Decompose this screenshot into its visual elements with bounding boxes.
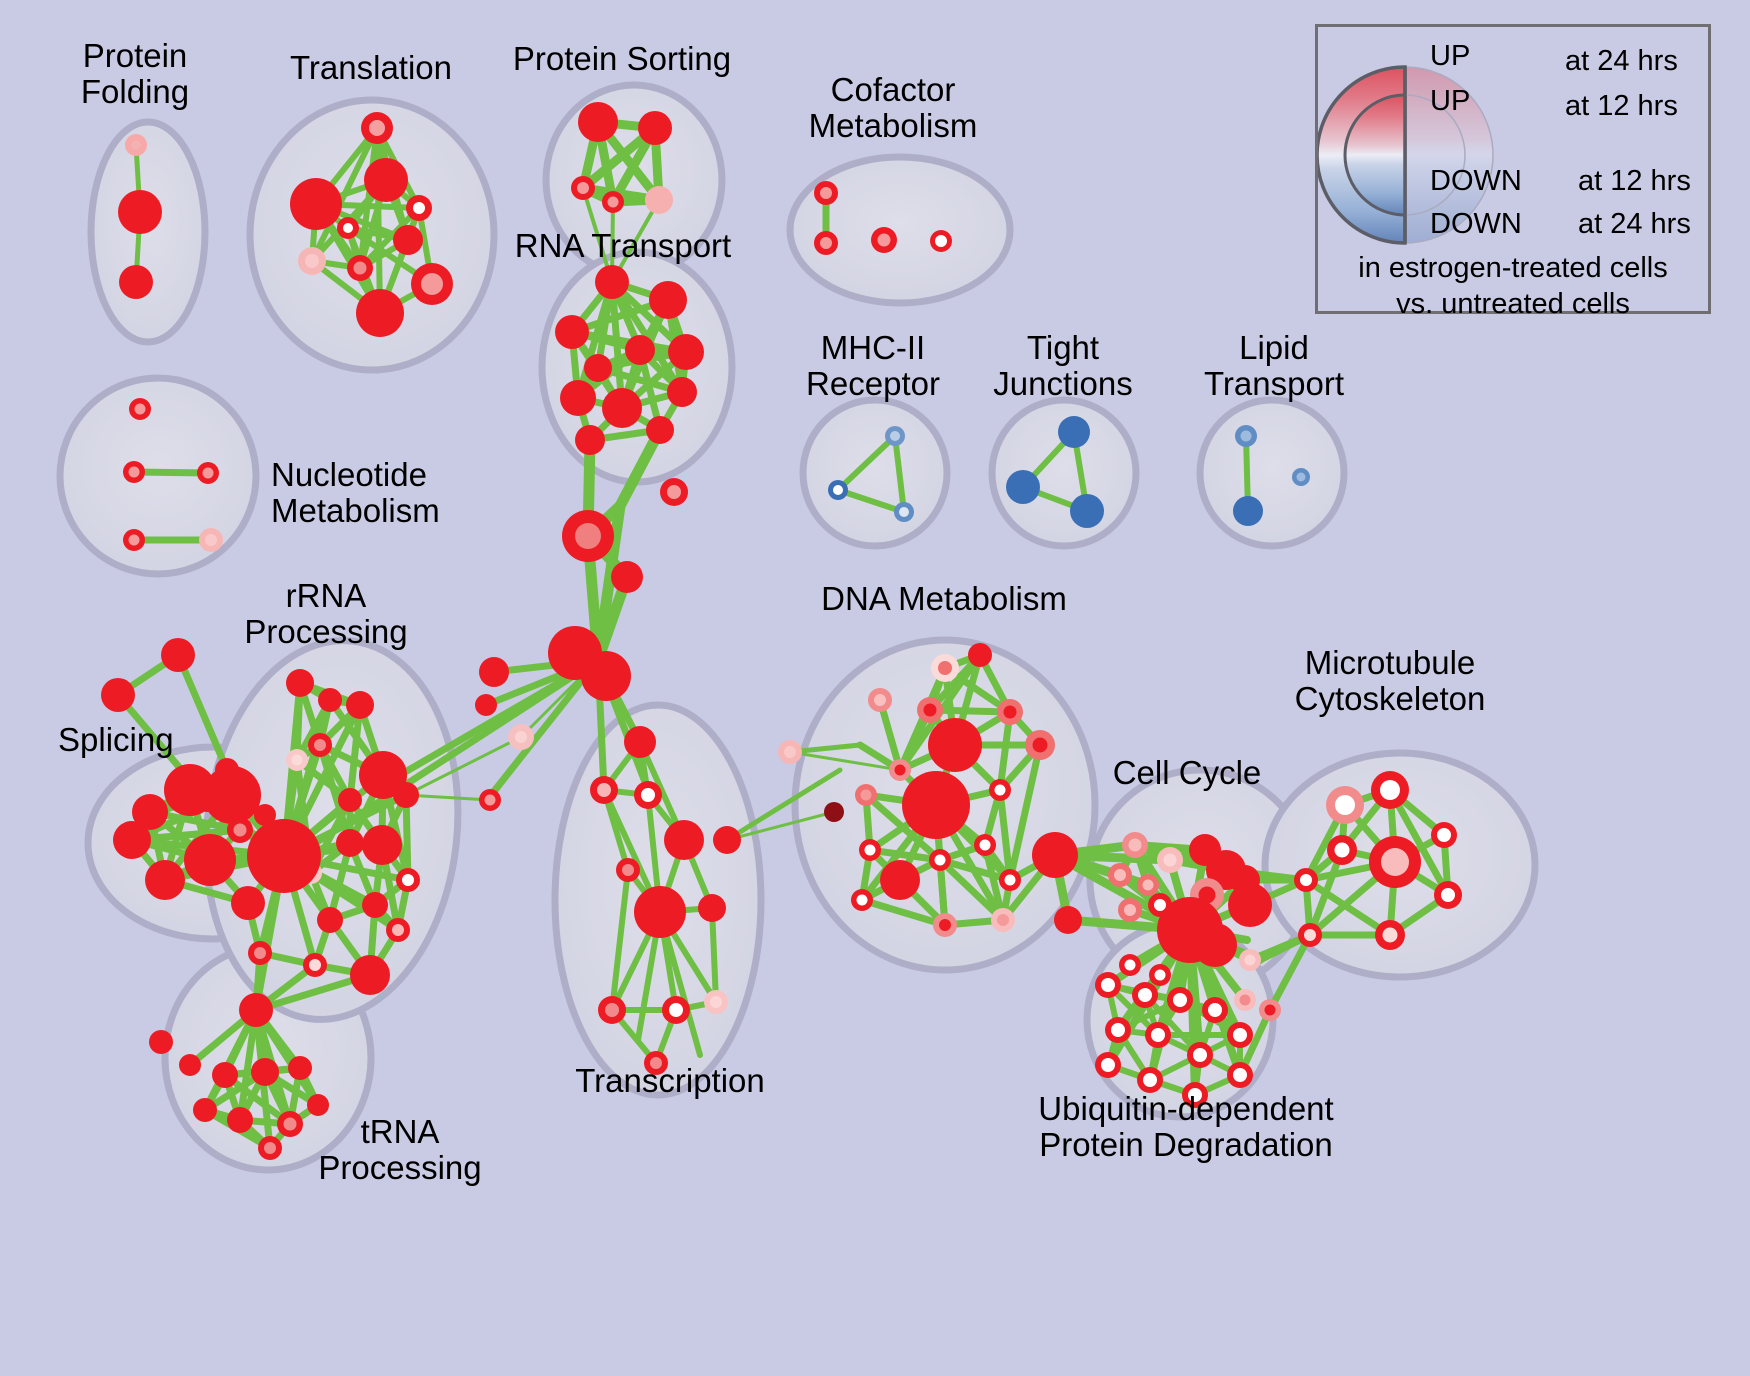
network-nodes bbox=[101, 102, 1462, 1160]
cluster-label-ubiquitin-degradation: Ubiquitin-dependent Protein Degradation bbox=[1038, 1090, 1334, 1163]
cluster-label-lipid-transport: Lipid Transport bbox=[1204, 329, 1344, 402]
cluster-label-rna-transport: RNA Transport bbox=[514, 227, 732, 264]
cluster-label-dna-metabolism: DNA Metabolism bbox=[821, 580, 1067, 617]
cluster-label-splicing: Splicing bbox=[58, 721, 174, 758]
blob-nucleotide bbox=[56, 374, 260, 578]
node-group-nucleotide bbox=[123, 398, 223, 552]
node-group-cofactor bbox=[814, 181, 952, 255]
cluster-label-trna-processing: tRNA Processing bbox=[318, 1113, 482, 1186]
legend-time-up24: at 24 hrs bbox=[1565, 45, 1678, 77]
legend-time-down24: at 24 hrs bbox=[1578, 208, 1691, 240]
blob-lipid bbox=[1196, 396, 1348, 550]
legend-time-up12: at 12 hrs bbox=[1565, 90, 1678, 122]
node-group-microtubule bbox=[1294, 771, 1462, 950]
node-group-ubiquitin bbox=[1095, 972, 1253, 1108]
cluster-label-transcription: Transcription bbox=[575, 1062, 765, 1099]
cluster-label-microtubule-cytoskeleton: Microtubule Cytoskeleton bbox=[1294, 644, 1486, 717]
node-group-mhc bbox=[828, 426, 914, 522]
node-group-lipid bbox=[1233, 425, 1310, 526]
node-group-dna bbox=[778, 643, 1082, 937]
node-group-splicing bbox=[101, 638, 276, 1054]
cluster-label-nucleotide-metabolism: Nucleotide Metabolism bbox=[271, 456, 440, 529]
node-group-spine bbox=[475, 478, 688, 811]
blob-cofactor bbox=[786, 153, 1014, 307]
cluster-label-mhc-ii-receptor: MHC-II Receptor bbox=[806, 329, 940, 402]
node-group-protein-folding bbox=[118, 134, 162, 299]
legend-time-down12: at 12 hrs bbox=[1578, 165, 1691, 197]
legend-state-down12: DOWN bbox=[1430, 165, 1522, 197]
legend-state-up12: UP bbox=[1430, 85, 1471, 117]
node-group-rrna bbox=[239, 669, 420, 1027]
cluster-label-cell-cycle: Cell Cycle bbox=[1112, 754, 1262, 791]
cluster-label-rrna-processing: rRNA Processing bbox=[244, 577, 408, 650]
cluster-label-cofactor-metabolism: Cofactor Metabolism bbox=[808, 71, 978, 144]
legend-caption-line2: vs. untreated cells bbox=[1396, 288, 1630, 320]
cluster-label-tight-junctions: Tight Junctions bbox=[993, 329, 1133, 402]
legend-caption-line1: in estrogen-treated cells bbox=[1358, 252, 1668, 284]
node-group-transcription bbox=[590, 726, 741, 1075]
legend-node-glyph bbox=[1315, 65, 1494, 245]
cluster-label-protein-sorting: Protein Sorting bbox=[512, 40, 732, 77]
blob-mhc bbox=[799, 396, 951, 550]
legend-state-down24: DOWN bbox=[1430, 208, 1522, 240]
node-group-tight bbox=[1006, 416, 1104, 528]
node-group-rna-transport bbox=[555, 265, 704, 455]
legend-box bbox=[1315, 24, 1711, 314]
legend-state-up24: UP bbox=[1430, 40, 1471, 72]
cluster-label-translation: Translation bbox=[289, 49, 453, 86]
node-group-cell-cycle bbox=[1108, 832, 1281, 1021]
node-group-trna bbox=[179, 1054, 329, 1160]
node-group-translation bbox=[290, 112, 453, 337]
node-group-protein-sorting bbox=[571, 102, 673, 214]
cluster-label-protein-folding: Protein Folding bbox=[80, 37, 190, 110]
